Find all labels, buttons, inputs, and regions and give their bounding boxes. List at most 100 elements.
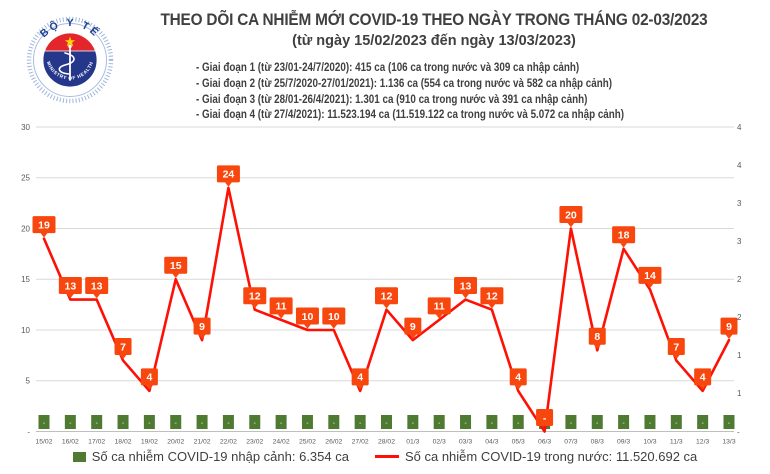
data-label-value: 4 — [357, 372, 363, 384]
data-label-pointer — [145, 385, 153, 390]
logo-star — [64, 36, 76, 47]
data-label-box — [114, 337, 132, 355]
imported-bar-label: - — [728, 420, 730, 427]
data-label-value: 7 — [673, 341, 679, 353]
data-label-pointer — [172, 273, 180, 279]
data-label-pointer — [224, 182, 232, 187]
imported-bar — [644, 415, 656, 429]
domestic-line — [42, 186, 731, 433]
data-label-pointer — [40, 232, 48, 238]
x-axis-tick: 16/02 — [62, 439, 79, 446]
y-axis-tick-left: - — [27, 427, 30, 436]
imported-bar-label: - — [675, 420, 677, 427]
y-axis-tick-left: 20 — [21, 224, 30, 233]
data-label-value: - — [543, 412, 547, 424]
data-label-box — [85, 277, 109, 295]
imported-bar-label: - — [122, 420, 124, 427]
data-label-box — [509, 368, 527, 386]
data-label-pointer — [699, 385, 707, 390]
x-axis-tick: 20/02 — [167, 439, 184, 446]
imported-bar-label: - — [464, 420, 466, 427]
data-label-pointer — [356, 385, 364, 390]
imported-bar — [249, 415, 261, 429]
data-label-pointer — [66, 293, 74, 299]
x-axis-tick: 01/3 — [406, 439, 419, 446]
imported-bar-label: - — [306, 420, 308, 427]
data-label-box — [638, 266, 662, 284]
x-axis-tick: 12/3 — [696, 439, 709, 446]
data-label-box — [694, 368, 712, 386]
data-label-value: 24 — [223, 169, 235, 181]
data-label-box — [140, 368, 158, 386]
data-label-pointer — [303, 324, 311, 329]
x-axis-tick: 26/02 — [325, 439, 342, 446]
x-axis-tick: 21/02 — [194, 439, 211, 446]
chart-subtitle: (từ ngày 15/02/2023 đến ngày 13/03/2023) — [292, 33, 576, 49]
imported-bar — [117, 415, 129, 429]
data-label-pointer — [409, 334, 417, 339]
imported-bar — [697, 415, 709, 429]
x-axis-tick: 27/02 — [352, 439, 369, 446]
data-label-box — [58, 277, 82, 295]
data-label-box — [164, 256, 188, 274]
data-label-value: 10 — [302, 311, 314, 323]
data-label-value: 12 — [249, 291, 261, 303]
imported-bar — [275, 415, 287, 429]
data-label-value: 13 — [91, 280, 103, 292]
data-label-pointer — [462, 293, 470, 299]
data-label-value: 20 — [565, 209, 577, 221]
y-axis-tick-left: 25 — [21, 174, 30, 183]
x-axis-tick: 23/02 — [246, 439, 263, 446]
data-label-box — [667, 337, 685, 355]
imported-bar — [723, 415, 735, 429]
data-label-value: 9 — [410, 321, 416, 333]
data-label-pointer — [119, 354, 127, 360]
data-label-box — [193, 317, 211, 335]
imported-bar-label: - — [148, 420, 150, 427]
logo-snake — [58, 52, 75, 75]
data-label-box — [32, 216, 56, 234]
data-label-box — [269, 297, 293, 315]
phase-4-note: - Giai đoạn 4 (từ 27/4/2021): 11.523.194… — [196, 107, 625, 122]
data-label-box — [243, 287, 267, 305]
y-axis-tick-right: 1 — [737, 389, 742, 398]
x-axis-tick: 06/3 — [538, 439, 551, 446]
imported-bar-label: - — [438, 420, 440, 427]
x-axis-tick: 09/3 — [617, 439, 630, 446]
data-label-value: 18 — [618, 230, 630, 242]
data-label-pointer — [725, 334, 733, 339]
imported-bar — [407, 415, 419, 429]
imported-bar-label: - — [333, 420, 335, 427]
imported-bar — [38, 415, 50, 429]
imported-bar-label: - — [491, 420, 493, 427]
data-label-pointer — [620, 243, 628, 248]
chart-title: THEO DÕI CA NHIỄM MỚI COVID-19 THEO NGÀY… — [160, 11, 708, 29]
x-axis-tick: 08/3 — [591, 439, 604, 446]
imported-bar — [222, 415, 234, 429]
data-label-value: 7 — [120, 341, 126, 353]
imported-bar — [591, 415, 603, 429]
y-axis-tick-right: 2 — [737, 275, 742, 284]
data-label-pointer — [672, 354, 680, 360]
x-axis-tick: 03/3 — [459, 439, 472, 446]
y-axis-tick-right: 4 — [737, 161, 742, 170]
imported-bar — [433, 415, 445, 429]
data-label-value: 12 — [381, 291, 393, 303]
x-axis-tick: 15/02 — [35, 439, 52, 446]
x-axis-tick: 18/02 — [115, 439, 132, 446]
data-label-pointer — [488, 304, 496, 309]
data-label-value: 9 — [726, 321, 732, 333]
imported-bar — [143, 415, 155, 429]
imported-bar — [301, 415, 313, 429]
imported-bar — [618, 415, 630, 429]
chart-legend: Số ca nhiễm COVID-19 nhập cảnh: 6.354 ca… — [0, 449, 770, 464]
data-label-box — [216, 165, 240, 183]
imported-bar-label: - — [412, 420, 414, 427]
imported-bar-label: - — [43, 420, 45, 427]
data-label-value: 15 — [170, 260, 182, 272]
data-label-pointer — [646, 283, 654, 289]
y-axis-tick-left: 10 — [21, 326, 30, 335]
y-axis-tick-left: 15 — [21, 275, 30, 284]
y-axis-tick-right: - — [737, 427, 740, 436]
data-label-pointer — [593, 344, 601, 350]
